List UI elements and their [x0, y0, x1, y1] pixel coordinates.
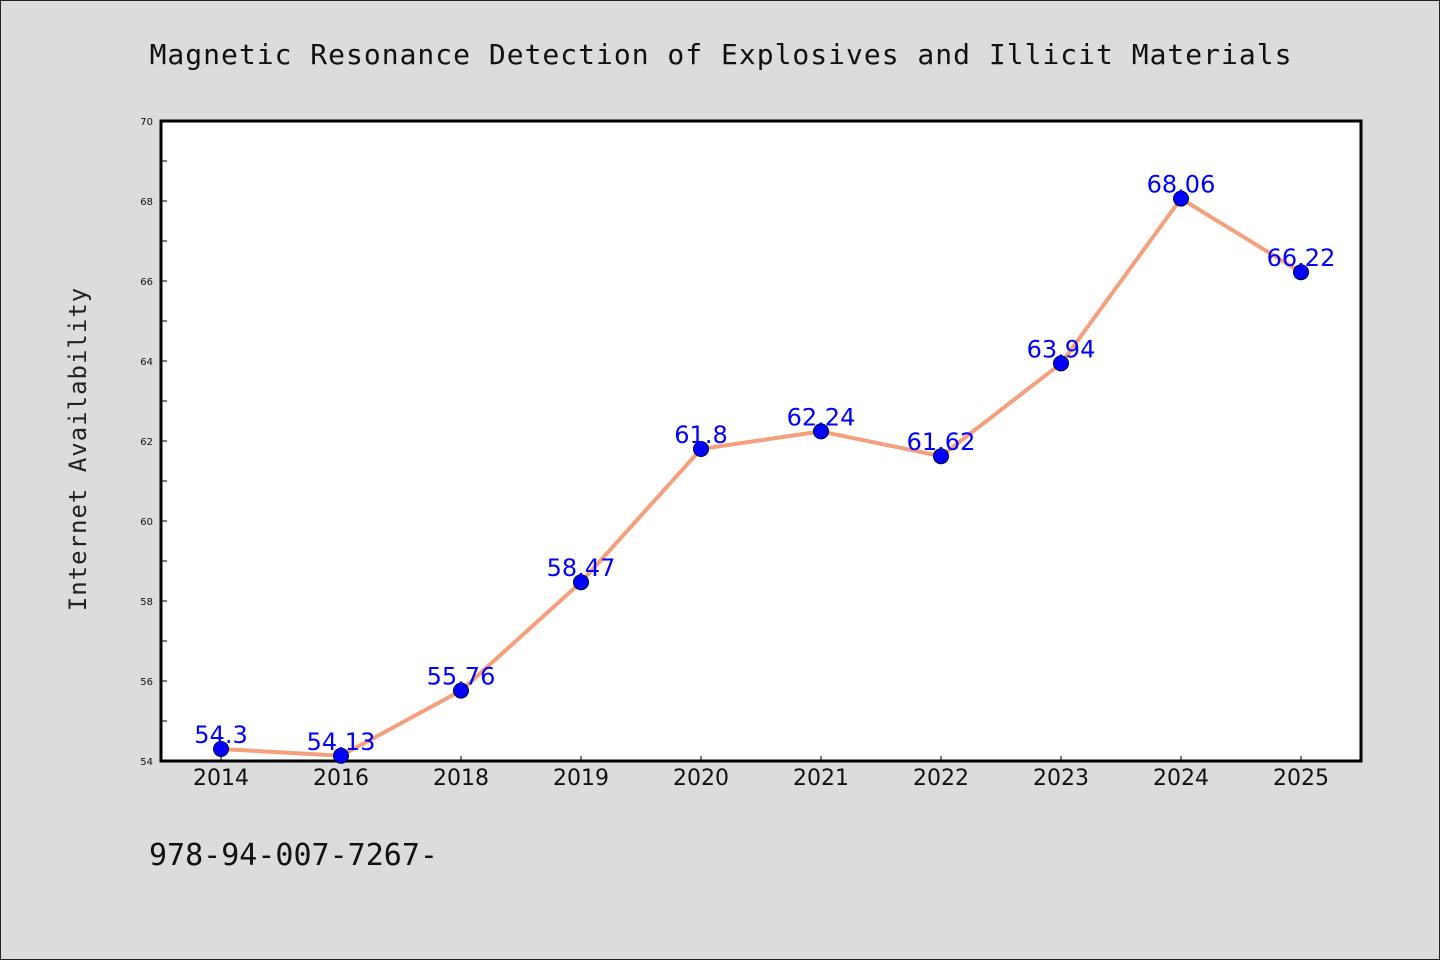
- data-point-marker: [693, 441, 709, 457]
- data-labels: 54.3 54.13 55.76 58.47 61.8 62.24 61.62 63.94 68…: [194, 171, 1335, 756]
- y-tick-label: 66: [140, 277, 153, 288]
- y-tick-label: 62: [140, 437, 153, 448]
- data-markers: [213, 190, 1309, 764]
- data-point-label: 62.24: [787, 403, 856, 431]
- data-point-marker: [213, 741, 229, 757]
- data-point-label: 61.8: [674, 421, 727, 449]
- data-point-label: 68.06: [1147, 171, 1216, 199]
- x-tick-label: 2021: [793, 766, 849, 791]
- y-tick-label: 60: [140, 517, 153, 528]
- data-point-label: 55.76: [427, 663, 496, 691]
- chart-title: Magnetic Resonance Detection of Explosiv…: [150, 38, 1293, 71]
- y-tick-label: 70: [140, 117, 153, 128]
- y-axis-ticks: 54 56 58 60 62 64 66 68 70: [140, 117, 167, 768]
- x-tick-label: 2018: [433, 766, 489, 791]
- data-point-label: 61.62: [907, 428, 976, 456]
- x-tick-label: 2022: [913, 766, 969, 791]
- x-tick-label: 2019: [553, 766, 609, 791]
- x-axis-ticks: 2014 2016 2018 2019 2020 2021 2022 2023 2024 2025: [193, 756, 1329, 791]
- y-tick-label: 56: [140, 677, 153, 688]
- data-point-marker: [573, 574, 589, 591]
- y-tick-label: 64: [140, 357, 153, 368]
- data-point-marker: [933, 448, 949, 465]
- data-point-marker: [1173, 190, 1189, 207]
- data-point-marker: [1293, 264, 1309, 281]
- data-point-marker: [333, 747, 349, 764]
- y-tick-label: 68: [140, 197, 153, 208]
- data-point-label: 54.3: [194, 721, 247, 749]
- x-tick-label: 2014: [193, 766, 249, 791]
- data-point-label: 58.47: [547, 554, 616, 582]
- footnote-text: 978-94-007-7267-: [149, 838, 438, 873]
- data-point-label: 54.13: [307, 728, 376, 756]
- x-tick-label: 2023: [1033, 766, 1089, 791]
- y-tick-label: 54: [140, 757, 153, 768]
- data-point-label: 63.94: [1027, 335, 1096, 363]
- series-line: [220, 196, 1303, 758]
- data-point-marker: [813, 423, 829, 440]
- x-tick-label: 2020: [673, 766, 729, 791]
- y-axis-label: Internet Availability: [64, 287, 92, 611]
- data-point-marker: [1053, 355, 1069, 372]
- y-tick-label: 58: [140, 597, 153, 608]
- data-point-marker: [453, 682, 469, 699]
- data-point-label: 66.22: [1267, 244, 1336, 272]
- x-tick-label: 2024: [1153, 766, 1209, 791]
- x-tick-label: 2016: [313, 766, 369, 791]
- x-tick-label: 2025: [1273, 766, 1329, 791]
